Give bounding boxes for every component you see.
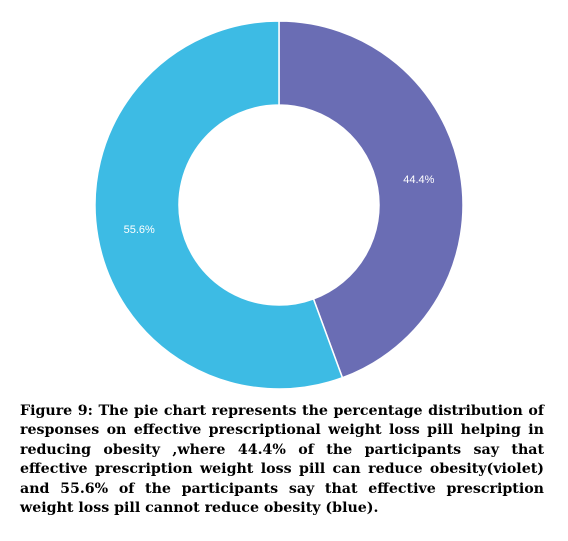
slice-label-1: 44.4% bbox=[403, 174, 434, 186]
pie-slice-1 bbox=[278, 20, 464, 379]
figure-caption: Figure 9: The pie chart represents the p… bbox=[20, 403, 544, 517]
slice-label-2: 55.6% bbox=[124, 224, 155, 236]
donut-chart: 44.4% 55.6% bbox=[94, 20, 464, 390]
pie-slice-2 bbox=[94, 20, 344, 390]
